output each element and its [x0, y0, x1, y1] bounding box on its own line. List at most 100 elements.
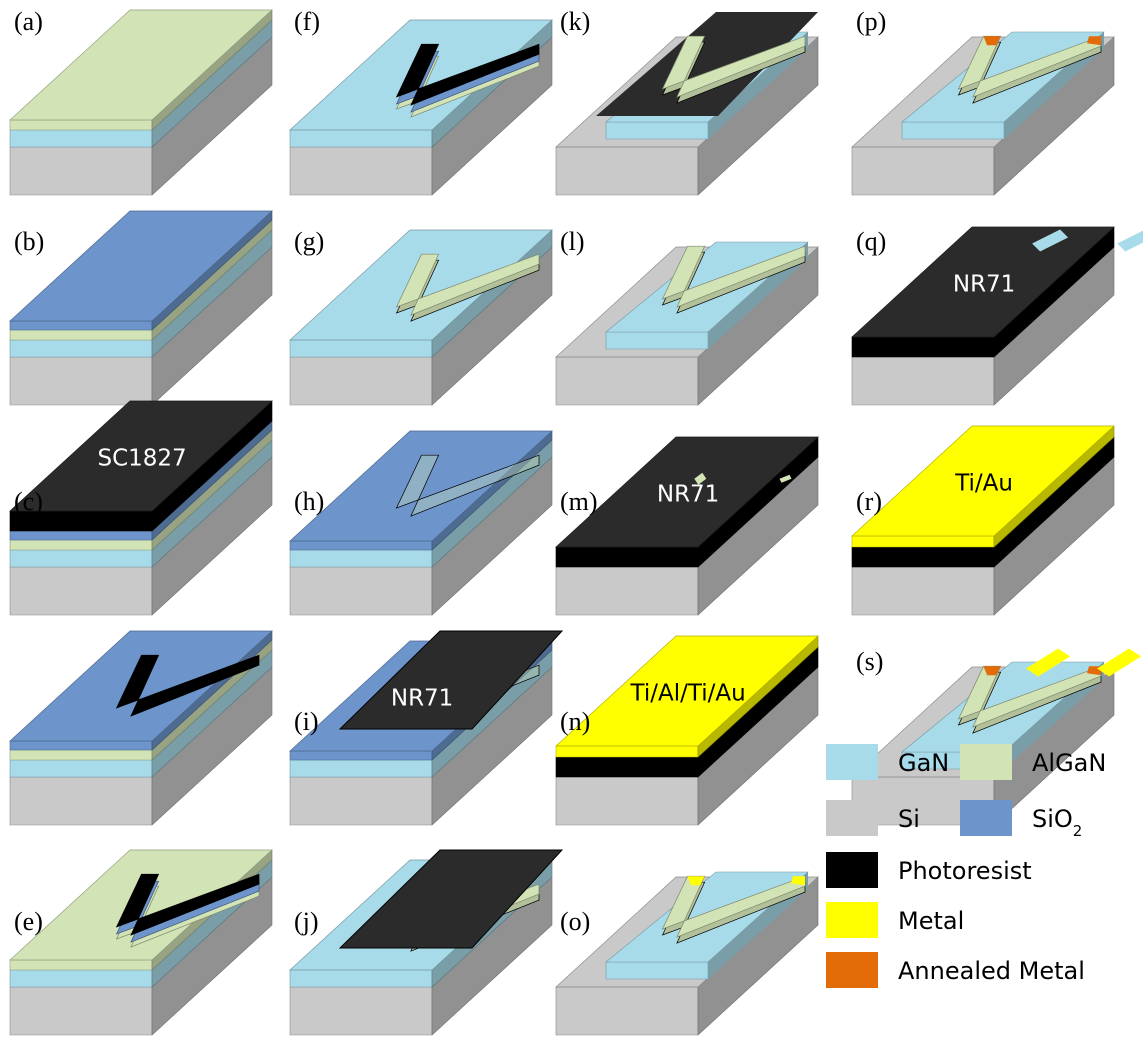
layer-front-si [9, 986, 153, 1036]
top-sio2 [9, 210, 273, 322]
panel-label: (j) [294, 907, 319, 936]
panel-label: (s) [856, 647, 883, 676]
layer-front-gan [289, 549, 433, 568]
legend-label: Annealed Metal [898, 957, 1085, 985]
layer-front-photoresist [555, 546, 699, 568]
layer-front-si [555, 566, 699, 616]
panel-label: (b) [14, 227, 44, 256]
layer-front-photoresist [851, 546, 995, 568]
panel-i: NR71 (i) [289, 630, 564, 826]
metal-pad [1097, 648, 1142, 677]
legend-item: Annealed Metal [826, 952, 1085, 988]
layer-front-gan [9, 339, 153, 358]
layer-front-si [9, 356, 153, 406]
layer-front-si [289, 566, 433, 616]
layer-front-sio2 [9, 740, 153, 751]
v-photoresist [115, 654, 260, 717]
mesa-front [901, 121, 1005, 140]
panel-label: (o) [560, 907, 590, 936]
v-algan-buried [395, 454, 540, 517]
top-photoresist [555, 436, 819, 548]
top-photoresist [851, 226, 1115, 338]
layer-front-gan [9, 129, 153, 148]
contact-opening [779, 474, 792, 483]
layer-front-si [851, 146, 995, 196]
layer-front-gan [289, 969, 433, 988]
layer-front-algan [9, 959, 153, 971]
legend-item: Metal [826, 902, 964, 938]
panel-g: (g) [289, 227, 553, 406]
panel-o: (o) [555, 871, 819, 1036]
layer-front-gan [289, 759, 433, 778]
layer-front-si [289, 356, 433, 406]
legend-label: SiO2 [1032, 805, 1082, 840]
layer-front-photoresist [851, 336, 995, 358]
legend-item: GaN [826, 744, 949, 780]
layer-front-si [9, 776, 153, 826]
layer-front-sio2 [289, 750, 433, 761]
overlay-label: NR71 [391, 686, 453, 712]
layer-front-gan [9, 969, 153, 988]
legend-swatch [960, 744, 1012, 780]
layer-front-gan [9, 549, 153, 568]
layer-front-si [555, 356, 699, 406]
layer-front-algan [9, 539, 153, 551]
layer-front-si [555, 986, 699, 1036]
panel-label: (g) [294, 227, 324, 256]
panel-p: (p) [851, 7, 1115, 196]
layer-front-algan [9, 329, 153, 341]
metal-pad [1026, 648, 1071, 677]
layer-front-photoresist [555, 756, 699, 778]
panel-s: (s) [851, 647, 1142, 826]
overlay-label: NR71 [953, 272, 1015, 298]
layer-front-si [289, 776, 433, 826]
v-algan [395, 253, 540, 316]
overlay-label: SC1827 [97, 446, 186, 472]
layer-front-si [9, 146, 153, 196]
nr71-floating [338, 849, 564, 949]
panel-label: (r) [856, 487, 882, 516]
layer-front-si [289, 146, 433, 196]
panel-label: (q) [856, 227, 886, 256]
legend-item: Si [826, 800, 920, 836]
overlay-label: Ti/Au [954, 471, 1013, 497]
panel-d [9, 630, 273, 826]
mesa-front [605, 331, 709, 350]
panel-j: (j) [289, 849, 564, 1036]
layer-front-gan [9, 759, 153, 778]
legend-label: Si [898, 805, 920, 833]
legend-swatch [826, 952, 878, 988]
top-algan [9, 9, 273, 121]
panel-label: (l) [560, 227, 585, 256]
layer-front-algan [9, 119, 153, 131]
panel-h: (h) [289, 430, 553, 616]
panel-m: NR71 (m) [555, 436, 819, 616]
mesa-front [605, 121, 709, 140]
panel-label: (f) [294, 7, 320, 36]
panel-l: (l) [555, 227, 819, 406]
annealed-contact [1087, 36, 1101, 46]
panel-r: Ti/Au (r) [851, 425, 1115, 616]
contact-metal [687, 876, 705, 886]
contact-opening [694, 472, 707, 485]
panel-label: (m) [560, 487, 598, 516]
panel-label: (e) [14, 907, 43, 936]
annealed-contact [983, 36, 1001, 46]
v-photoresist [115, 873, 260, 936]
overlay-label: Ti/Al/Ti/Au [630, 681, 746, 707]
panel-label: (i) [294, 707, 319, 736]
pad-opening [1117, 230, 1143, 252]
panel-e: (e) [9, 849, 273, 1036]
panel-label: (k) [560, 7, 590, 36]
legend-subscript: 2 [1073, 822, 1083, 840]
legend-item: AlGaN [960, 744, 1106, 780]
panel-q: NR71 (q) [851, 226, 1143, 406]
panel-label: (a) [14, 7, 43, 36]
legend-label: AlGaN [1032, 749, 1106, 777]
legend-swatch [826, 852, 878, 888]
annealed-contact [983, 666, 1001, 676]
layer-front-si [289, 986, 433, 1036]
panel-c: SC1827 (c) [9, 400, 273, 616]
